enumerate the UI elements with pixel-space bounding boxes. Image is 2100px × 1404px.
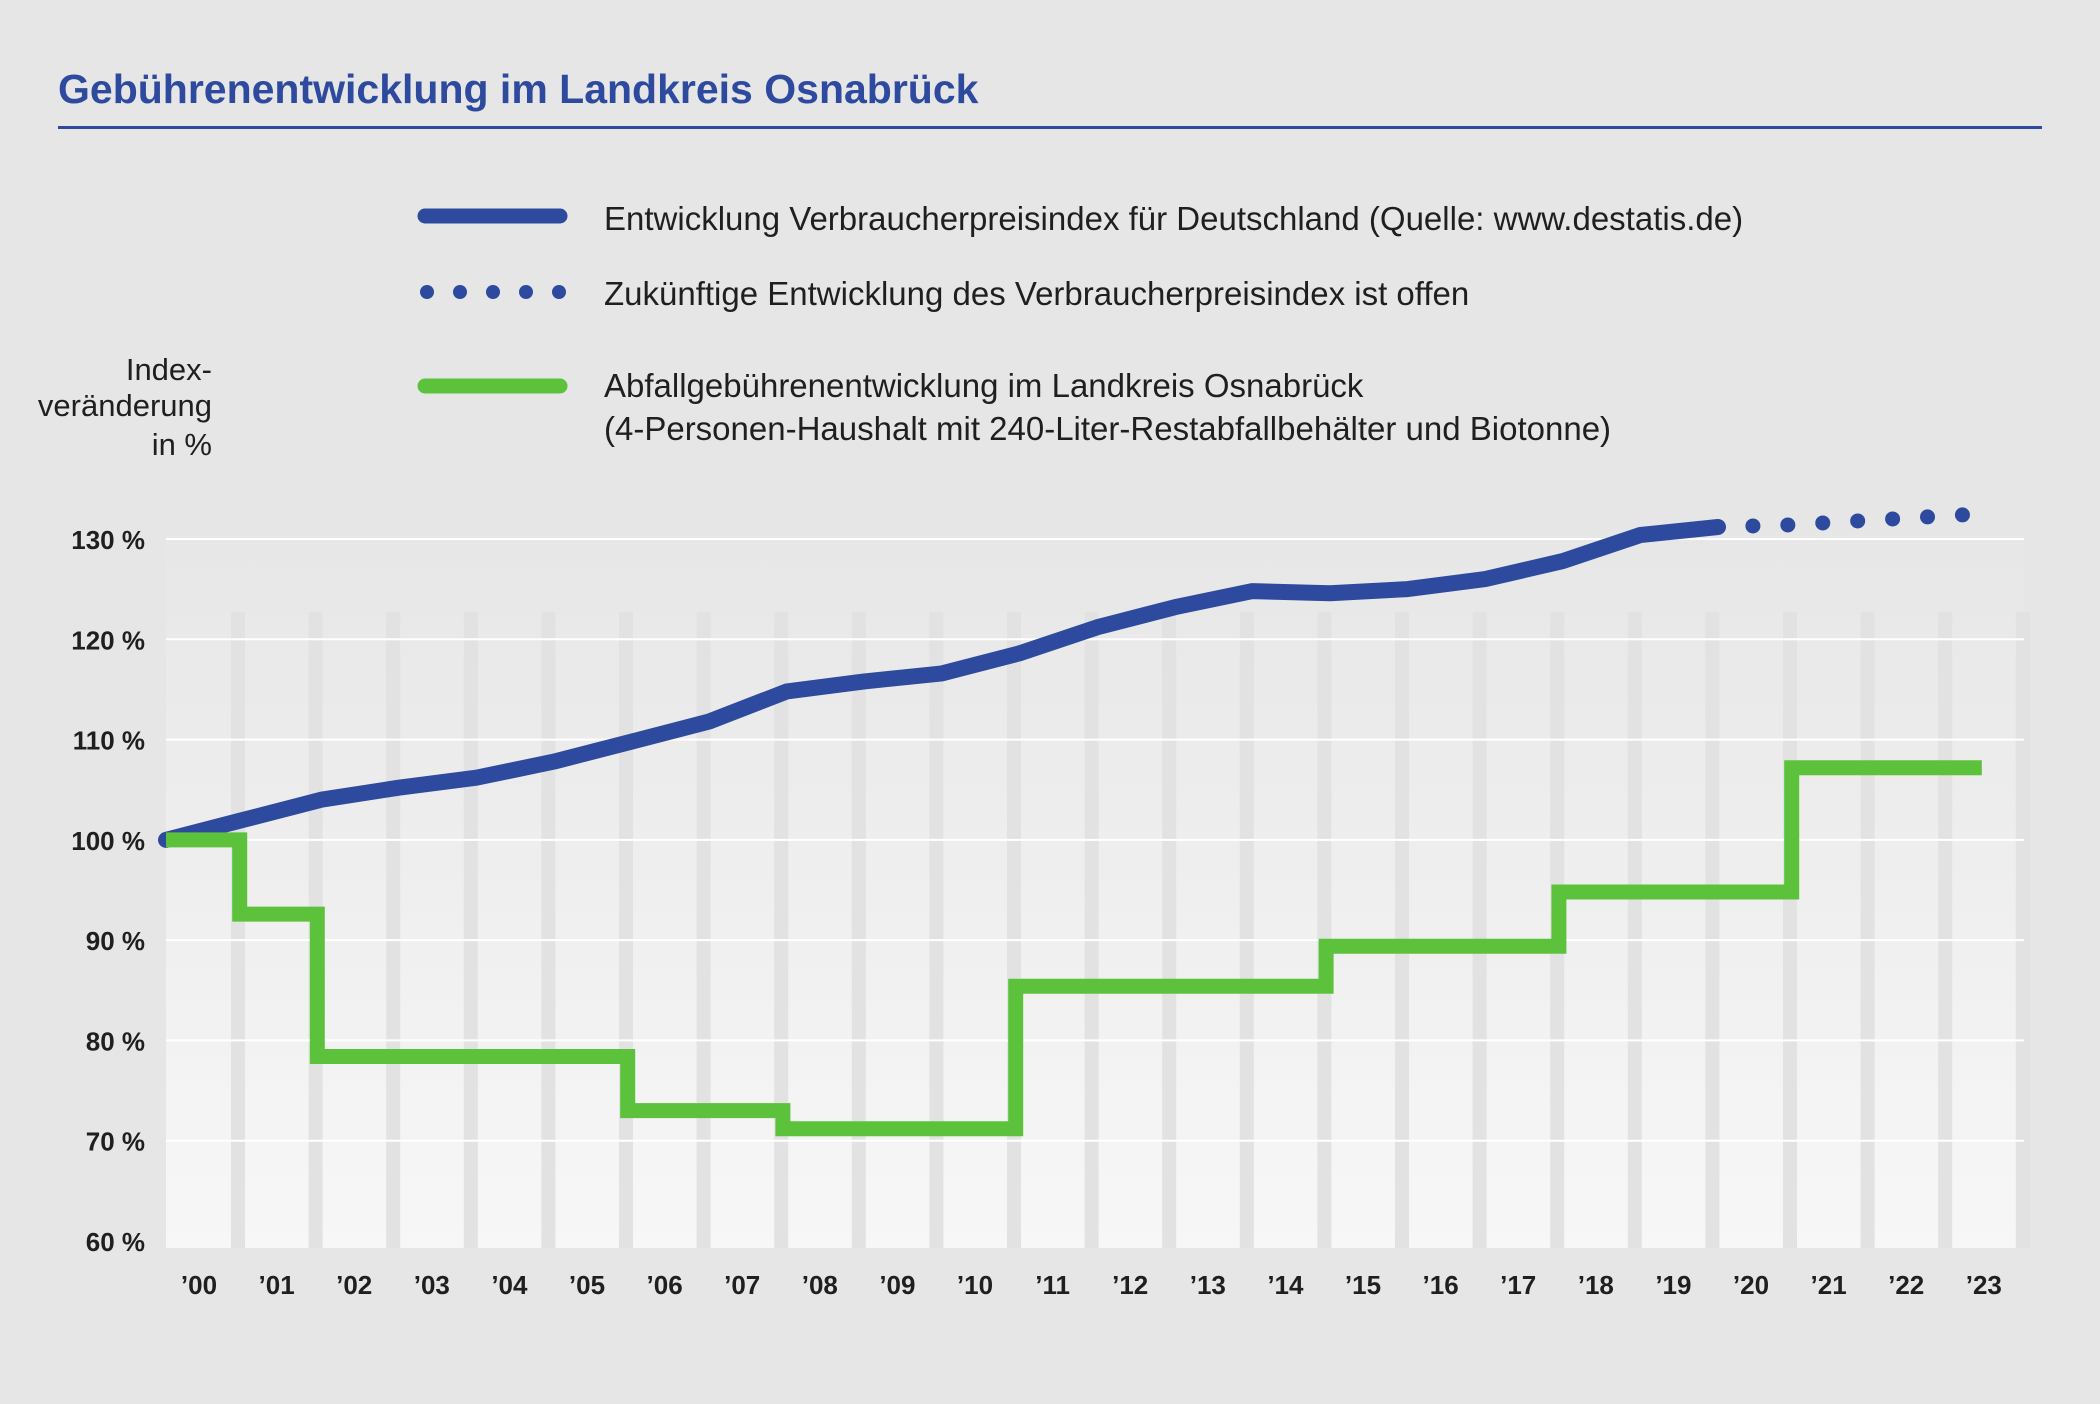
y-axis-label-line-2: veränderung [38,388,212,423]
cpi-forecast-point [1815,515,1831,531]
title-underline [58,126,2042,129]
year-band [541,612,556,1248]
year-band [619,612,633,1248]
year-band [1705,612,1720,1248]
legend-label-cpi-forecast: Zukünftige Entwicklung des Verbraucherpr… [604,275,1469,312]
x-tick-label: ’08 [802,1270,838,1300]
cpi-forecast-point [1780,517,1796,533]
x-tick-label: ’04 [491,1270,528,1300]
year-band [1084,612,1099,1248]
x-tick-label: ’14 [1267,1270,1304,1300]
x-tick-label: ’12 [1112,1270,1148,1300]
y-tick-label: 60 % [86,1227,145,1257]
x-tick-label: ’18 [1578,1270,1614,1300]
y-tick-label: 70 % [86,1127,145,1157]
x-tick-label: ’19 [1655,1270,1691,1300]
year-band [929,612,944,1248]
year-band [774,612,789,1248]
year-band [386,612,401,1248]
x-tick-label: ’16 [1423,1270,1459,1300]
x-tick-label: ’03 [414,1270,450,1300]
cpi-forecast-point [1954,507,1970,523]
x-tick-label: ’17 [1500,1270,1536,1300]
year-band [2015,612,2030,1248]
x-tick-label: ’02 [336,1270,372,1300]
x-tick-label: ’20 [1733,1270,1769,1300]
legend-swatch-cpi-forecast [420,285,566,299]
legend-label-cpi: Entwicklung Verbraucherpreisindex für De… [604,200,1743,237]
y-axis-label-line-1: Index- [126,352,212,387]
y-ticks: 60 % 70 % 80 % 90 % 100 % 110 % 120 % 130 % [71,525,145,1257]
cpi-forecast-point [1745,518,1761,534]
year-band [851,612,866,1248]
year-band [1860,612,1875,1248]
x-tick-label: ’09 [879,1270,915,1300]
series [158,507,1982,1137]
year-band [1162,612,1177,1248]
x-tick-label: ’06 [647,1270,683,1300]
cpi-forecast-point [1920,509,1936,525]
cpi-forecast-point [1885,511,1901,527]
x-tick-label: ’01 [259,1270,295,1300]
x-tick-label: ’22 [1888,1270,1924,1300]
year-band [1627,612,1642,1248]
x-tick-label: ’15 [1345,1270,1381,1300]
year-band [1007,612,1021,1248]
year-band [1395,612,1409,1248]
chart-title: Gebührenentwicklung im Landkreis Osnabrü… [58,66,979,112]
year-band [1472,612,1487,1248]
y-axis-label: Index- veränderung in % [38,352,212,462]
x-tick-label: ’13 [1190,1270,1226,1300]
gridlines [166,538,2024,1142]
cpi-series-line [158,519,1726,848]
legend: Entwicklung Verbraucherpreisindex für De… [417,200,1743,447]
fees-series-line [166,760,1982,1137]
year-band [463,612,478,1248]
legend-label-fees-note: (4-Personen-Haushalt mit 240-Liter-Resta… [604,410,1611,447]
year-band [1783,612,1797,1248]
y-tick-label: 130 % [71,525,145,555]
x-tick-label: ’21 [1811,1270,1847,1300]
year-band [231,612,245,1248]
year-band [696,612,711,1248]
x-ticks: ’00 ’01 ’02 ’03 ’04 ’05 ’06 ’07 ’08 ’09 ’10 ’11 ’12 ’… [181,1270,2002,1300]
x-tick-label: ’10 [957,1270,993,1300]
y-axis-label-line-3: in % [152,427,212,462]
year-band [1239,612,1254,1248]
legend-label-fees: Abfallgebührenentwicklung im Landkreis O… [604,367,1364,404]
x-tick-label: ’11 [1035,1270,1070,1300]
x-tick-label: ’05 [569,1270,605,1300]
x-tick-label: ’00 [181,1270,217,1300]
y-tick-label: 110 % [73,726,145,756]
x-tick-label: ’23 [1966,1270,2002,1300]
cpi-forecast-point [1850,513,1866,529]
y-tick-label: 80 % [86,1026,145,1056]
y-tick-label: 100 % [71,826,145,856]
y-tick-label: 120 % [71,625,145,655]
y-tick-label: 90 % [86,926,145,956]
year-band [1938,612,1953,1248]
year-band [1317,612,1332,1248]
x-tick-label: ’07 [724,1270,760,1300]
